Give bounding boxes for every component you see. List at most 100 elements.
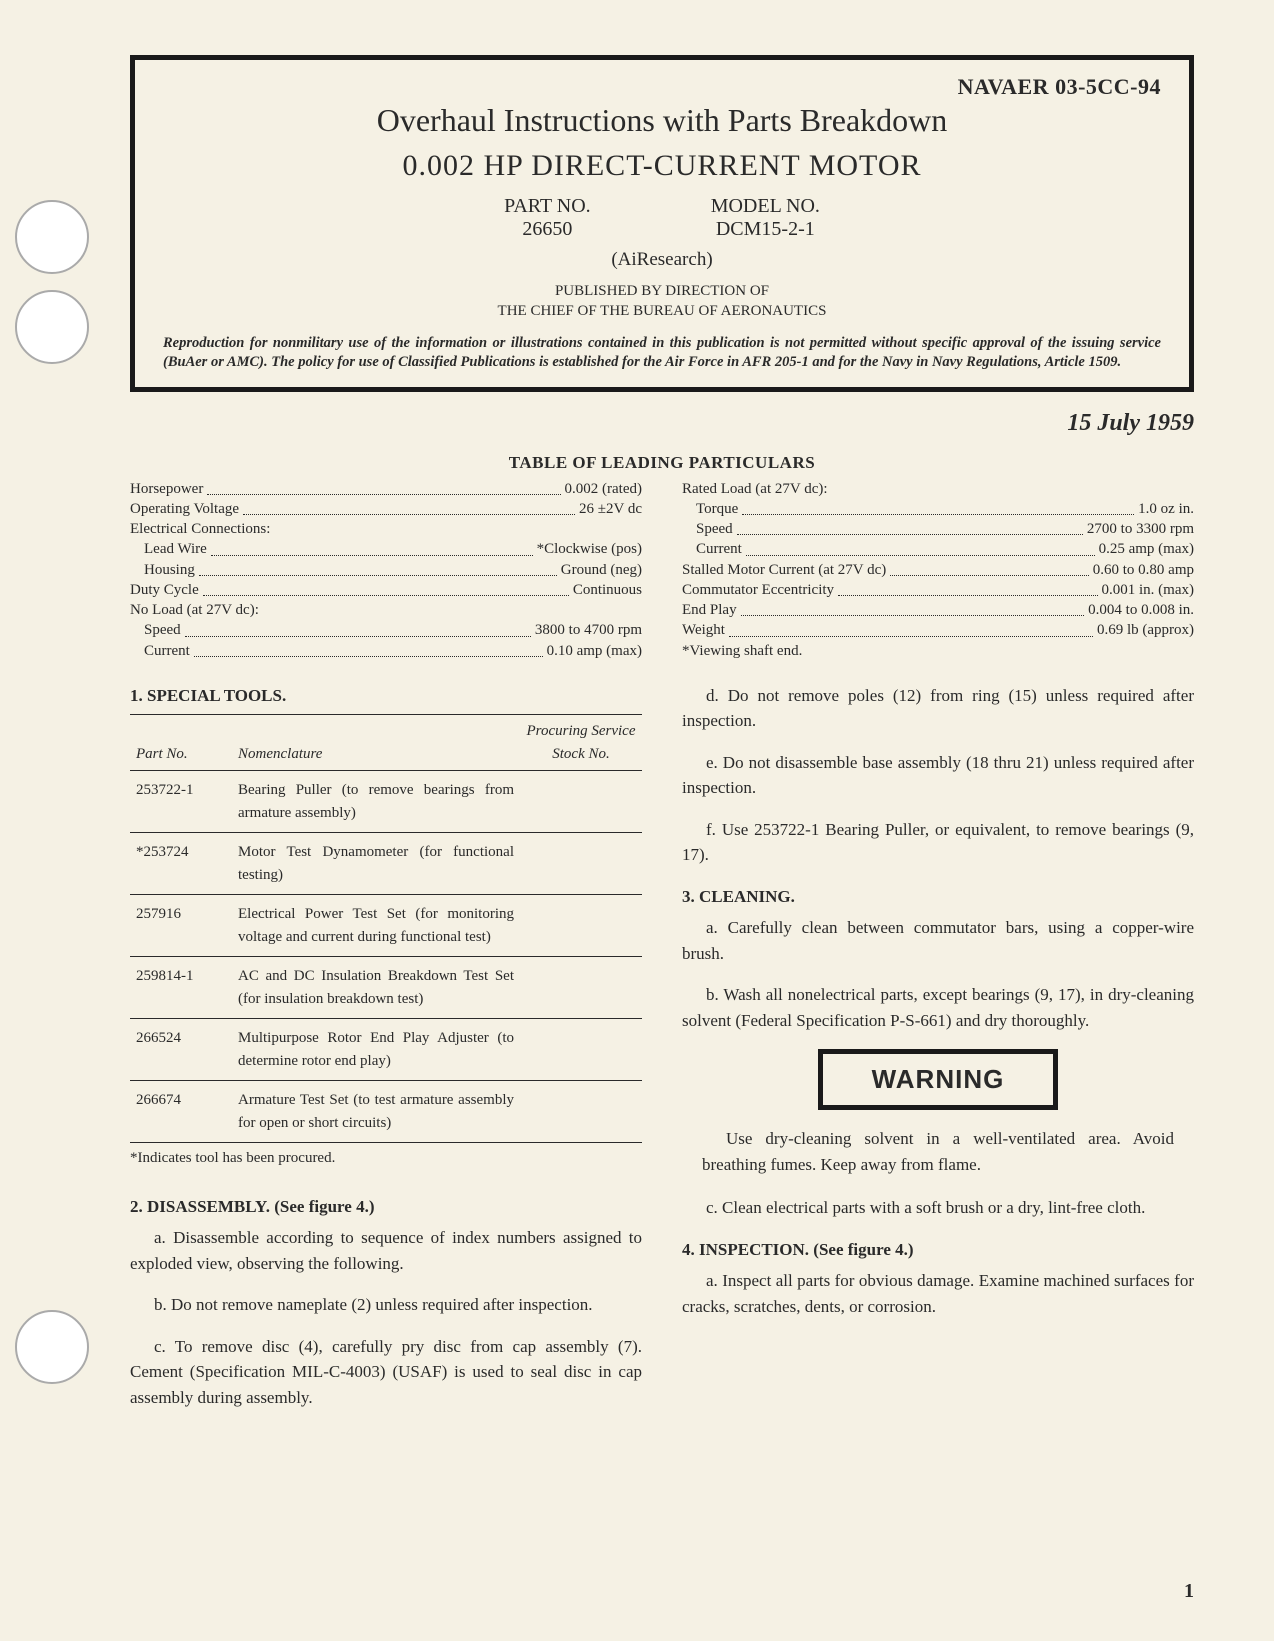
tool-stockno [520,1081,642,1143]
particulars-value: 0.002 (rated) [565,479,642,499]
table-row: 253722-1Bearing Puller (to remove bearin… [130,771,642,833]
disassembly-para-c: c. To remove disc (4), carefully pry dis… [130,1334,642,1411]
title-line-1: Overhaul Instructions with Parts Breakdo… [163,102,1161,139]
tool-nomenclature: Motor Test Dynamometer (for functional t… [232,833,520,895]
warning-box: WARNING [818,1049,1058,1110]
publisher-block: PUBLISHED BY DIRECTION OF THE CHIEF OF T… [163,281,1161,322]
inspection-heading: 4. INSPECTION. (See figure 4.) [682,1237,1194,1263]
tools-footnote: *Indicates tool has been procured. [130,1147,642,1170]
particulars-value: 0.25 amp (max) [1099,539,1194,559]
particulars-key: Rated Load (at 27V dc): [682,479,828,499]
tool-nomenclature: AC and DC Insulation Breakdown Test Set … [232,957,520,1019]
particulars-row: Stalled Motor Current (at 27V dc) 0.60 to… [682,560,1194,580]
document-page: NAVAER 03-5CC-94 Overhaul Instructions w… [0,0,1274,1641]
cleaning-heading: 3. CLEANING. [682,884,1194,910]
particulars-row: HousingGround (neg) [130,560,642,580]
dot-leader [194,641,543,657]
dot-leader [838,580,1097,596]
tool-stockno [520,833,642,895]
document-code: NAVAER 03-5CC-94 [163,74,1161,100]
left-column: 1. SPECIAL TOOLS. Part No. Nomenclature … [130,683,642,1427]
dot-leader [741,600,1085,616]
disassembly-para-f: f. Use 253722-1 Bearing Puller, or equiv… [682,817,1194,868]
particulars-row: Lead Wire*Clockwise (pos) [130,539,642,559]
particulars-value: Ground (neg) [561,560,642,580]
particulars-key: Horsepower [130,479,203,499]
tool-partno: 253722-1 [130,771,232,833]
cleaning-para-b: b. Wash all nonelectrical parts, except … [682,982,1194,1033]
particulars-value: 0.004 to 0.008 in. [1088,600,1194,620]
special-tools-table: Part No. Nomenclature Procuring Service … [130,714,642,1143]
particulars-table: Horsepower 0.002 (rated)Operating Voltage… [130,479,1194,661]
manufacturer: (AiResearch) [163,249,1161,271]
particulars-right-col: Rated Load (at 27V dc):Torque1.0 oz in.S… [682,479,1194,661]
page-number: 1 [1184,1580,1194,1603]
tool-partno: 259814-1 [130,957,232,1019]
particulars-value: 0.10 amp (max) [547,641,642,661]
particulars-title: TABLE OF LEADING PARTICULARS [130,453,1194,473]
tool-partno: 257916 [130,895,232,957]
table-row: 257916Electrical Power Test Set (for mon… [130,895,642,957]
particulars-row: No Load (at 27V dc): [130,600,642,620]
dot-leader [742,499,1134,515]
tool-partno: 266674 [130,1081,232,1143]
particulars-key: Speed [144,620,181,640]
disassembly-para-b: b. Do not remove nameplate (2) unless re… [130,1292,642,1318]
title-block: NAVAER 03-5CC-94 Overhaul Instructions w… [130,55,1194,392]
tool-partno: *253724 [130,833,232,895]
model-no-block: MODEL NO. DCM15-2-1 [711,195,820,241]
tool-nomenclature: Bearing Puller (to remove bearings from … [232,771,520,833]
particulars-row: End Play0.004 to 0.008 in. [682,600,1194,620]
particulars-key: Stalled Motor Current (at 27V dc) [682,560,886,580]
dot-leader [199,560,557,576]
disassembly-para-e: e. Do not disassemble base assembly (18 … [682,750,1194,801]
particulars-key: Duty Cycle [130,580,199,600]
reproduction-notice: Reproduction for nonmilitary use of the … [163,334,1161,373]
particulars-row: *Viewing shaft end. [682,641,1194,661]
particulars-value: 0.69 lb (approx) [1097,620,1194,640]
dot-leader [207,479,560,495]
right-column: d. Do not remove poles (12) from ring (1… [682,683,1194,1427]
particulars-key: Electrical Connections: [130,519,270,539]
dot-leader [737,519,1083,535]
particulars-row: Weight0.69 lb (approx) [682,620,1194,640]
tools-col-nomenclature: Nomenclature [232,715,520,771]
particulars-value: 2700 to 3300 rpm [1087,519,1194,539]
cleaning-para-c: c. Clean electrical parts with a soft br… [682,1195,1194,1221]
table-row: *253724Motor Test Dynamometer (for funct… [130,833,642,895]
dot-leader [243,499,575,515]
disassembly-para-d: d. Do not remove poles (12) from ring (1… [682,683,1194,734]
part-no-value: 26650 [504,218,591,241]
particulars-left-col: Horsepower 0.002 (rated)Operating Voltage… [130,479,642,661]
inspection-para-a: a. Inspect all parts for obvious damage.… [682,1268,1194,1319]
particulars-value: 0.60 to 0.80 amp [1093,560,1194,580]
publisher-line-1: PUBLISHED BY DIRECTION OF [555,283,769,299]
particulars-row: Operating Voltage26 ±2V dc [130,499,642,519]
title-line-2: 0.002 HP DIRECT-CURRENT MOTOR [163,149,1161,183]
particulars-key: Commutator Eccentricity [682,580,834,600]
particulars-row: Current 0.10 amp (max) [130,641,642,661]
particulars-key: Torque [696,499,738,519]
tool-stockno [520,771,642,833]
model-no-value: DCM15-2-1 [711,218,820,241]
part-no-label: PART NO. [504,195,591,218]
particulars-value: 3800 to 4700 rpm [535,620,642,640]
tool-stockno [520,1019,642,1081]
dot-leader [185,620,531,636]
tool-nomenclature: Electrical Power Test Set (for monitorin… [232,895,520,957]
disassembly-heading: 2. DISASSEMBLY. (See figure 4.) [130,1194,642,1220]
particulars-key: Current [144,641,190,661]
dot-leader [890,560,1088,576]
tool-stockno [520,895,642,957]
tool-partno: 266524 [130,1019,232,1081]
issue-date: 15 July 1959 [130,410,1194,437]
particulars-key: Current [696,539,742,559]
tool-nomenclature: Armature Test Set (to test armature asse… [232,1081,520,1143]
particulars-row: Electrical Connections: [130,519,642,539]
dot-leader [746,539,1095,555]
tools-col-stockno: Procuring Service Stock No. [520,715,642,771]
particulars-key: Speed [696,519,733,539]
particulars-row: Commutator Eccentricity0.001 in. (max) [682,580,1194,600]
table-row: 259814-1AC and DC Insulation Breakdown T… [130,957,642,1019]
particulars-row: Rated Load (at 27V dc): [682,479,1194,499]
